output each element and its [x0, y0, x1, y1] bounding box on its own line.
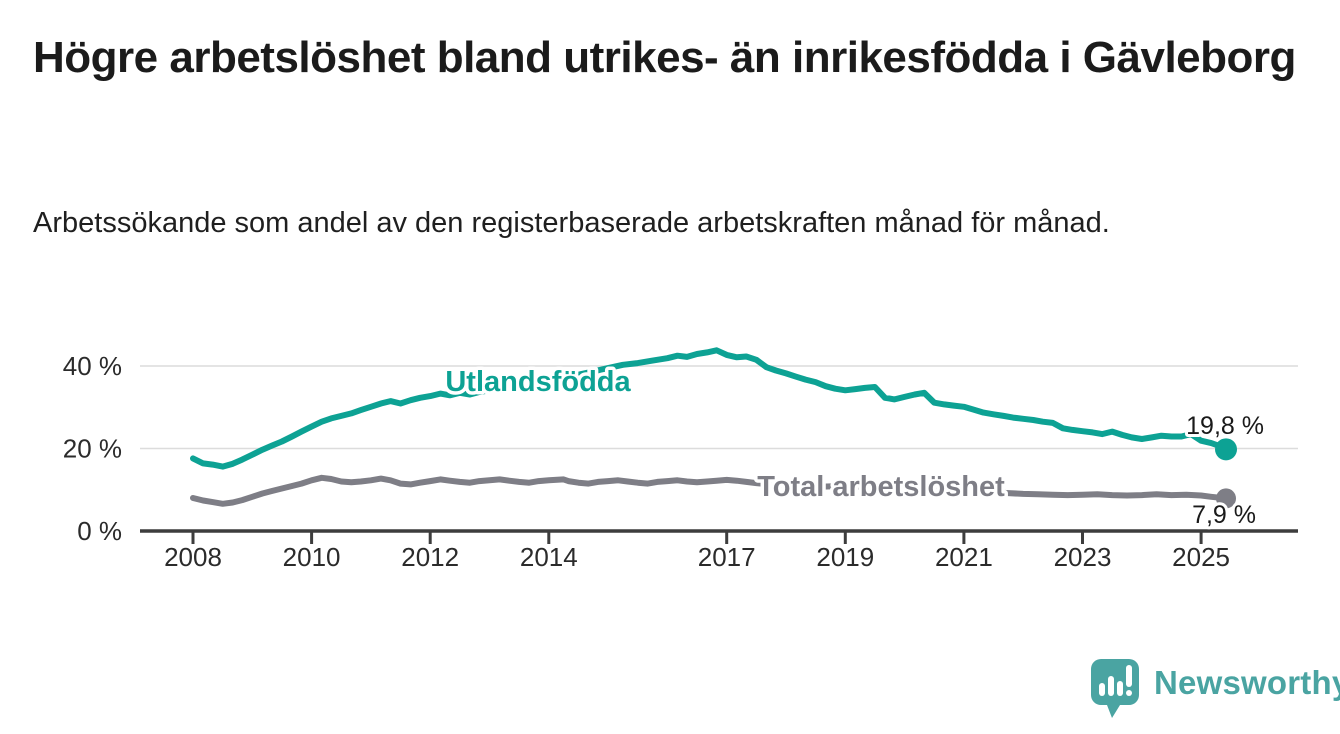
y-tick-label-40: 40 % [63, 351, 122, 381]
newsworthy-logo-text: Newsworthy [1154, 663, 1340, 701]
x-tick-label-2021: 2021 [935, 542, 993, 572]
y-tick-label-0: 0 % [77, 516, 122, 546]
x-tick-label-2023: 2023 [1054, 542, 1112, 572]
page-subtitle: Arbetssökande som andel av den registerb… [33, 207, 1110, 239]
bar-3 [1117, 681, 1123, 696]
x-tick-label-2008: 2008 [164, 542, 222, 572]
y-tick-label-20: 20 % [63, 434, 122, 464]
series-end-dot-1 [1216, 488, 1237, 509]
exclamation-bar [1126, 665, 1132, 687]
x-tick-label-2017: 2017 [698, 542, 756, 572]
line-chart: 2008 2010 2012 2014 2017 2019 2021 2023 2025 0 % 2… [0, 330, 1340, 580]
series-line-0 [190, 347, 1229, 470]
series-label-0: Utlandsfödda [445, 366, 631, 398]
x-tick-label-2025: 2025 [1172, 542, 1230, 572]
newsworthy-logo[interactable]: Newsworthy [1089, 655, 1340, 723]
x-tick-label-2012: 2012 [401, 542, 459, 572]
page-title: Högre arbetslöshet bland utrikes- än inr… [33, 33, 1296, 82]
x-tick-label-2019: 2019 [816, 542, 874, 572]
series-end-dot-0 [1215, 438, 1238, 461]
bar-2 [1108, 676, 1114, 696]
x-tick-label-2014: 2014 [520, 542, 578, 572]
chart-svg: 2008 2010 2012 2014 2017 2019 2021 2023 2025 0 % 2… [63, 347, 1298, 572]
x-tick-label-2010: 2010 [283, 542, 341, 572]
exclamation-dot [1126, 690, 1132, 696]
series-label-1: Total arbetslöshet [757, 471, 1005, 503]
series-line-1 [190, 474, 1229, 507]
series-end-value-0: 19,8 % [1186, 412, 1264, 440]
series-end-value-1: 7,9 % [1192, 501, 1256, 529]
bar-1 [1099, 683, 1105, 696]
newsworthy-logo-icon [1091, 659, 1139, 718]
